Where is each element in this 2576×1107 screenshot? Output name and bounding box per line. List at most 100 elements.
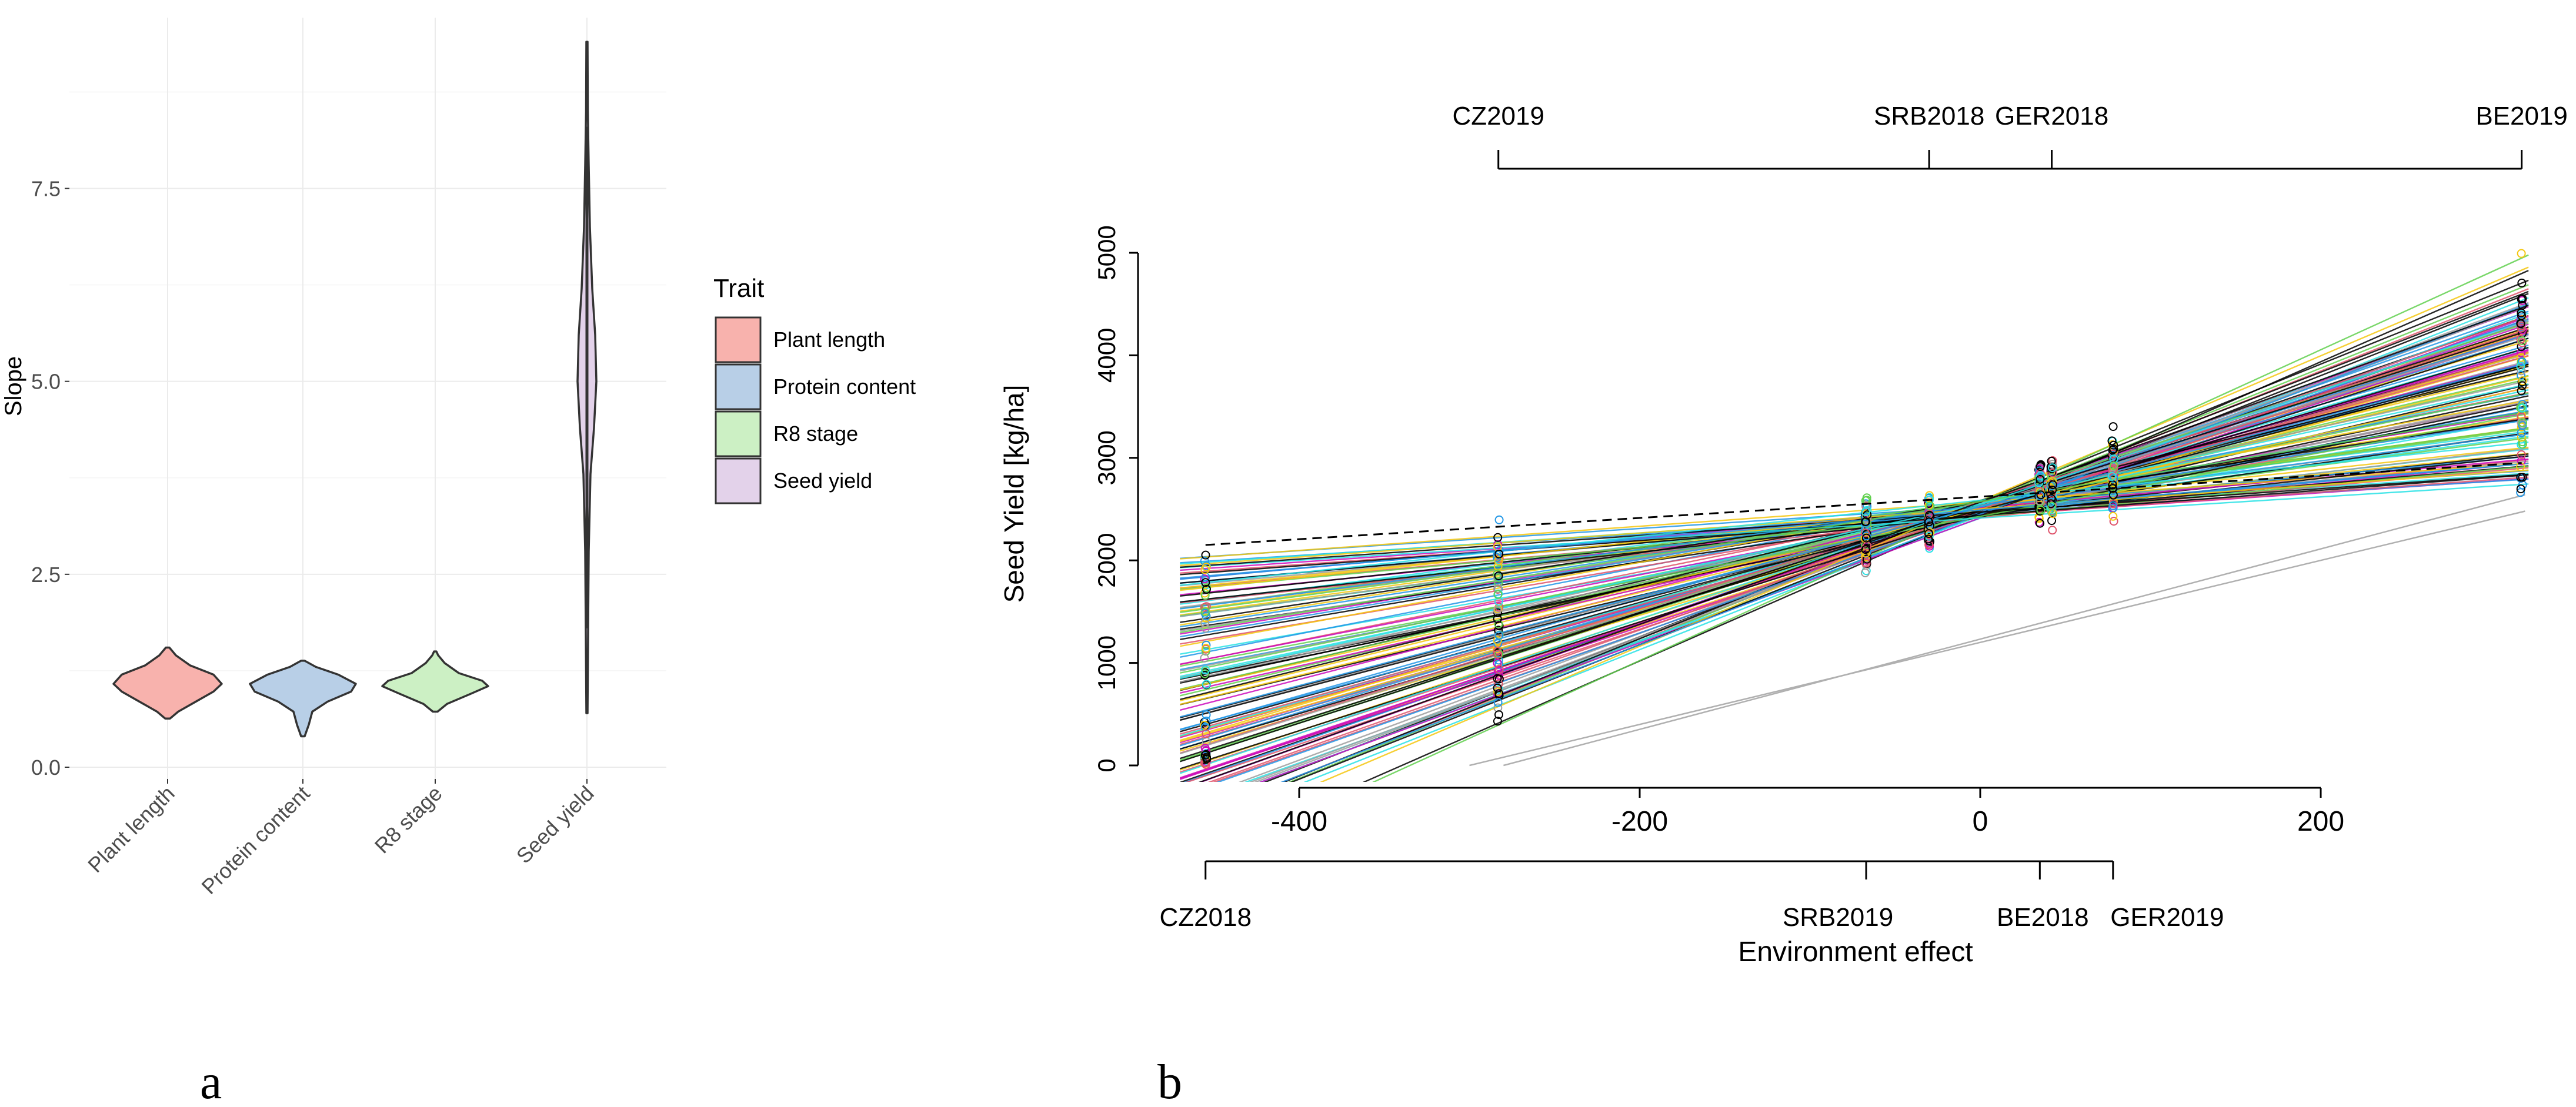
genotype-line: [1180, 362, 2529, 718]
data-point: [1493, 650, 1503, 659]
panel-a-y-axis-label: Slope: [1, 356, 26, 416]
data-point: [1861, 500, 1870, 510]
data-point: [2108, 501, 2118, 510]
data-point: [2517, 450, 2526, 459]
data-point: [2517, 308, 2526, 317]
data-point: [1494, 515, 1504, 524]
data-point: [2036, 491, 2045, 500]
genotype-line: [1180, 411, 2529, 633]
data-point: [1493, 606, 1502, 615]
top-env-label: GER2018: [1995, 102, 2108, 131]
genotype-line: [1180, 463, 2529, 579]
genotype-line: [1180, 365, 2529, 721]
data-point: [2036, 519, 2045, 528]
panel-b-label: b: [1157, 1055, 1182, 1107]
violin-protein-content: [249, 660, 357, 738]
data-point: [2109, 474, 2118, 483]
data-point: [2036, 469, 2045, 478]
data-point: [1202, 710, 1211, 720]
data-point: [2108, 449, 2118, 459]
data-point: [1924, 517, 1934, 527]
top-env-label: CZ2019: [1452, 102, 1544, 131]
data-point: [2518, 357, 2527, 366]
genotype-line: [1180, 441, 2529, 586]
genotype-line: [1180, 474, 2529, 576]
data-point: [2516, 335, 2525, 344]
data-point: [1493, 683, 1502, 693]
panel-a-y-tick-labels: 0.0 2.5 5.0 7.5: [31, 177, 69, 780]
y-tick-label: 5000: [1093, 225, 1120, 280]
data-point: [2108, 446, 2117, 455]
bottom-env-label: CZ2018: [1160, 903, 1252, 932]
genotype-line: [1180, 399, 2529, 647]
genotype-line: [1180, 483, 2529, 568]
data-point: [1494, 578, 1503, 587]
data-point: [2517, 402, 2526, 412]
data-point: [2517, 456, 2526, 466]
top-environment-axis: CZ2019 SRB2018 GER2018 BE2019: [1452, 102, 2568, 170]
genotype-line: [1180, 386, 2529, 691]
data-point: [1493, 687, 1502, 697]
panel-b-regression-chart: 0 1000 2000 3000 4000 5000 -400 -200 0 200 CZ201…: [999, 102, 2568, 1107]
data-point: [2036, 474, 2045, 484]
data-point: [2517, 366, 2526, 376]
data-point: [1493, 636, 1502, 645]
data-point: [2518, 376, 2527, 386]
y-tick-label: 0: [1093, 758, 1120, 772]
reference-dashed-line: [1205, 462, 2522, 546]
data-point: [2516, 488, 2525, 497]
data-point: [2517, 370, 2526, 380]
data-point: [2047, 501, 2057, 511]
data-point: [2035, 506, 2044, 516]
data-point: [1202, 644, 1211, 653]
legend-swatch: [715, 316, 762, 363]
data-point: [2516, 319, 2525, 329]
data-point: [1924, 540, 1934, 550]
legend-label: Plant length: [773, 327, 885, 352]
data-point: [2107, 472, 2117, 481]
data-point: [1861, 517, 1871, 526]
data-point: [1200, 603, 1209, 612]
data-point: [2517, 428, 2526, 437]
data-point: [1924, 529, 1934, 539]
legend-label: R8 stage: [773, 422, 858, 446]
data-point: [2107, 436, 2117, 446]
legend-swatch: [715, 363, 762, 410]
bottom-environment-axis: CZ2018 SRB2019 BE2018 GER2019: [1160, 860, 2224, 932]
genotype-line: [1179, 329, 2529, 754]
data-point: [2517, 311, 2526, 320]
data-point: [2036, 462, 2045, 471]
genotype-line: [1280, 303, 2529, 782]
data-point: [2048, 477, 2057, 486]
data-point: [1860, 528, 1870, 537]
data-point: [2048, 485, 2057, 494]
data-point: [2516, 362, 2525, 371]
data-point: [1861, 558, 1871, 568]
data-point: [1201, 578, 1210, 587]
violin-plant-length: [112, 646, 223, 720]
data-point: [1494, 549, 1504, 558]
data-point: [2518, 381, 2527, 390]
data-point: [2036, 506, 2046, 515]
data-point: [1202, 716, 1211, 725]
data-point: [2036, 490, 2046, 500]
data-point: [2036, 487, 2045, 496]
genotype-line: [1362, 270, 2529, 782]
y-tick-label: 1000: [1093, 636, 1120, 690]
top-env-label: SRB2018: [1874, 102, 1984, 131]
genotype-line: [1180, 404, 2529, 680]
data-point: [1862, 554, 1871, 564]
y-tick-label: 2.5: [31, 563, 61, 587]
panel-a-label: a: [200, 1055, 222, 1107]
violin-r8-stage: [381, 650, 489, 713]
x-axis-label: Environment effect: [1738, 937, 1973, 968]
data-point: [2108, 422, 2118, 432]
data-point: [1494, 626, 1503, 635]
y-tick-label: 7.5: [31, 177, 61, 201]
genotype-line: [1180, 462, 2529, 560]
data-point: [1924, 500, 1934, 510]
data-point: [2109, 440, 2118, 450]
data-point: [1860, 568, 1870, 577]
data-point: [1200, 723, 1210, 732]
